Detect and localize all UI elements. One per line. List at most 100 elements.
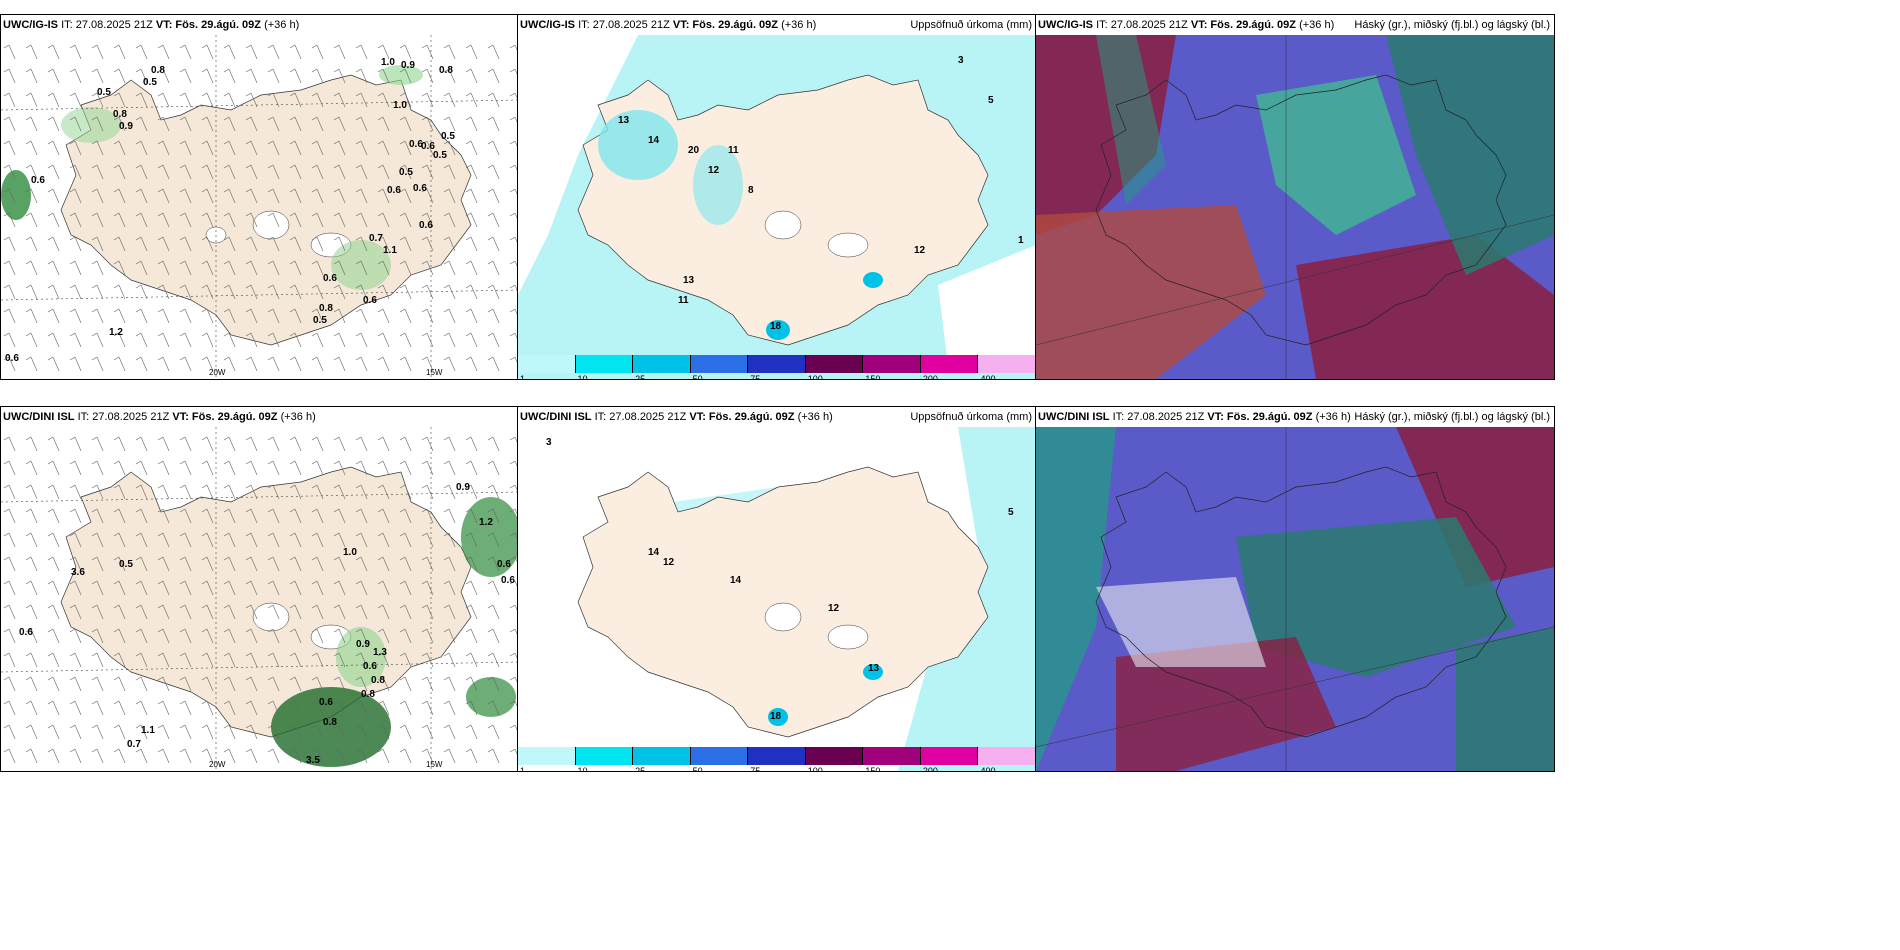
wind-barb-icon	[96, 332, 104, 348]
wind-barb-icon	[96, 460, 104, 476]
colorbar-swatch	[805, 355, 864, 373]
wind-barb-icon	[96, 68, 104, 84]
wind-barb-icon	[8, 140, 16, 156]
gust-label: 0.8	[113, 109, 127, 120]
precip-label: 3	[546, 437, 552, 448]
wind-barb-icon	[74, 460, 82, 476]
wind-barb-icon	[470, 116, 478, 132]
wind-barb-icon	[52, 164, 60, 180]
wind-barb-icon	[162, 332, 170, 348]
wind-barb-icon	[492, 140, 500, 156]
wind-barb-icon	[250, 140, 258, 156]
map-area[interactable]: 20W 15W 0.9 1.2 1.0 3.6 0.5 0.6 0.9 1.3 …	[1, 427, 518, 771]
wind-barb-icon	[96, 284, 104, 300]
wind-barb-icon	[206, 484, 214, 500]
wind-barb-icon	[140, 44, 148, 60]
wind-barb-icon	[96, 628, 104, 644]
wind-barb-icon	[140, 484, 148, 500]
wind-barb-icon	[140, 580, 148, 596]
wind-barb-icon	[470, 532, 478, 548]
wind-barb-icon	[118, 356, 126, 372]
map-area[interactable]	[1036, 427, 1554, 771]
wind-barb-icon	[52, 484, 60, 500]
wind-barb-icon	[360, 308, 368, 324]
wind-barb-icon	[140, 556, 148, 572]
wind-barb-icon	[52, 700, 60, 716]
wind-barb-icon	[404, 580, 412, 596]
wind-barb-icon	[448, 164, 456, 180]
gust-label: 0.8	[323, 717, 337, 728]
colorbar-swatch	[575, 747, 634, 765]
wind-barb-icon	[184, 140, 192, 156]
wind-barb-icon	[272, 212, 280, 228]
wind-barb-icon	[426, 236, 434, 252]
gust-label: 1.2	[109, 327, 123, 338]
wind-barb-icon	[162, 748, 170, 764]
wind-barb-icon	[52, 748, 60, 764]
wind-barb-icon	[272, 188, 280, 204]
wind-barb-icon	[272, 44, 280, 60]
wind-barb-icon	[470, 212, 478, 228]
wind-barb-icon	[360, 724, 368, 740]
wind-barb-icon	[30, 308, 38, 324]
wind-barb-icon	[382, 556, 390, 572]
wind-barb-icon	[162, 164, 170, 180]
wind-barb-icon	[382, 356, 390, 372]
wind-barb-icon	[470, 356, 478, 372]
gust-label: 1.0	[343, 547, 357, 558]
map-area[interactable]	[1036, 35, 1554, 379]
wind-barb-icon	[30, 724, 38, 740]
wind-barb-icon	[492, 532, 500, 548]
wind-barb-icon	[74, 676, 82, 692]
map-area[interactable]: 20W 15W 0.8 0.5 0.5 1.0 0.9 1.0 0.8 0.8 …	[1, 35, 518, 379]
wind-barb-icon	[316, 556, 324, 572]
wind-barb-icon	[470, 164, 478, 180]
wind-barb-icon	[338, 188, 346, 204]
wind-barb-icon	[96, 236, 104, 252]
wind-barb-icon	[162, 580, 170, 596]
map-area[interactable]: 14 13 20 12 11 8 13 11 18 12 3 5 1	[518, 35, 1036, 379]
wind-barb-icon	[448, 260, 456, 276]
wind-barb-icon	[316, 236, 324, 252]
wind-barb-icon	[382, 332, 390, 348]
wind-barb-icon	[360, 556, 368, 572]
wind-barb-icon	[74, 508, 82, 524]
wind-barb-icon	[514, 92, 518, 101]
wind-barb-icon	[404, 116, 412, 132]
colorbar-swatch	[863, 747, 921, 765]
wind-barb-icon	[228, 356, 236, 372]
map-area[interactable]: 14 12 14 12 18 13 3 5 9	[518, 427, 1036, 771]
wind-barb-icon	[492, 628, 500, 644]
wind-barb-icon	[338, 508, 346, 524]
wind-barb-icon	[448, 532, 456, 548]
wind-barb-icon	[250, 604, 258, 620]
wind-barb-icon	[492, 332, 500, 348]
colorbar-swatch	[978, 747, 1036, 765]
wind-barb-icon	[96, 700, 104, 716]
wind-barb-icon	[514, 284, 518, 293]
wind-barb-icon	[338, 44, 346, 60]
wind-barb-icon	[470, 580, 478, 596]
wind-barb-icon	[184, 700, 192, 716]
wind-barb-icon	[360, 332, 368, 348]
wind-barb-icon	[30, 700, 38, 716]
wind-barb-icon	[118, 284, 126, 300]
wind-barb-icon	[492, 484, 500, 500]
wind-barb-icon	[250, 92, 258, 108]
wind-barb-icon	[140, 748, 148, 764]
wind-barb-icon	[382, 236, 390, 252]
wind-barb-icon	[338, 652, 346, 668]
wind-barb-icon	[30, 140, 38, 156]
wind-barb-icon	[272, 508, 280, 524]
wind-barb-icon	[8, 116, 16, 132]
wind-barb-icon	[118, 260, 126, 276]
panel-header: UWC/DINI ISL IT: 27.08.2025 21Z VT: Fös.…	[520, 411, 1032, 423]
wind-barb-icon	[360, 700, 368, 716]
wind-barb-icon	[118, 436, 126, 452]
wind-barb-icon	[492, 308, 500, 324]
precip-label: 12	[663, 557, 675, 568]
wind-barb-icon	[184, 604, 192, 620]
wind-barb-icon	[228, 652, 236, 668]
wind-barb-icon	[492, 460, 500, 476]
wind-barb-icon	[338, 556, 346, 572]
